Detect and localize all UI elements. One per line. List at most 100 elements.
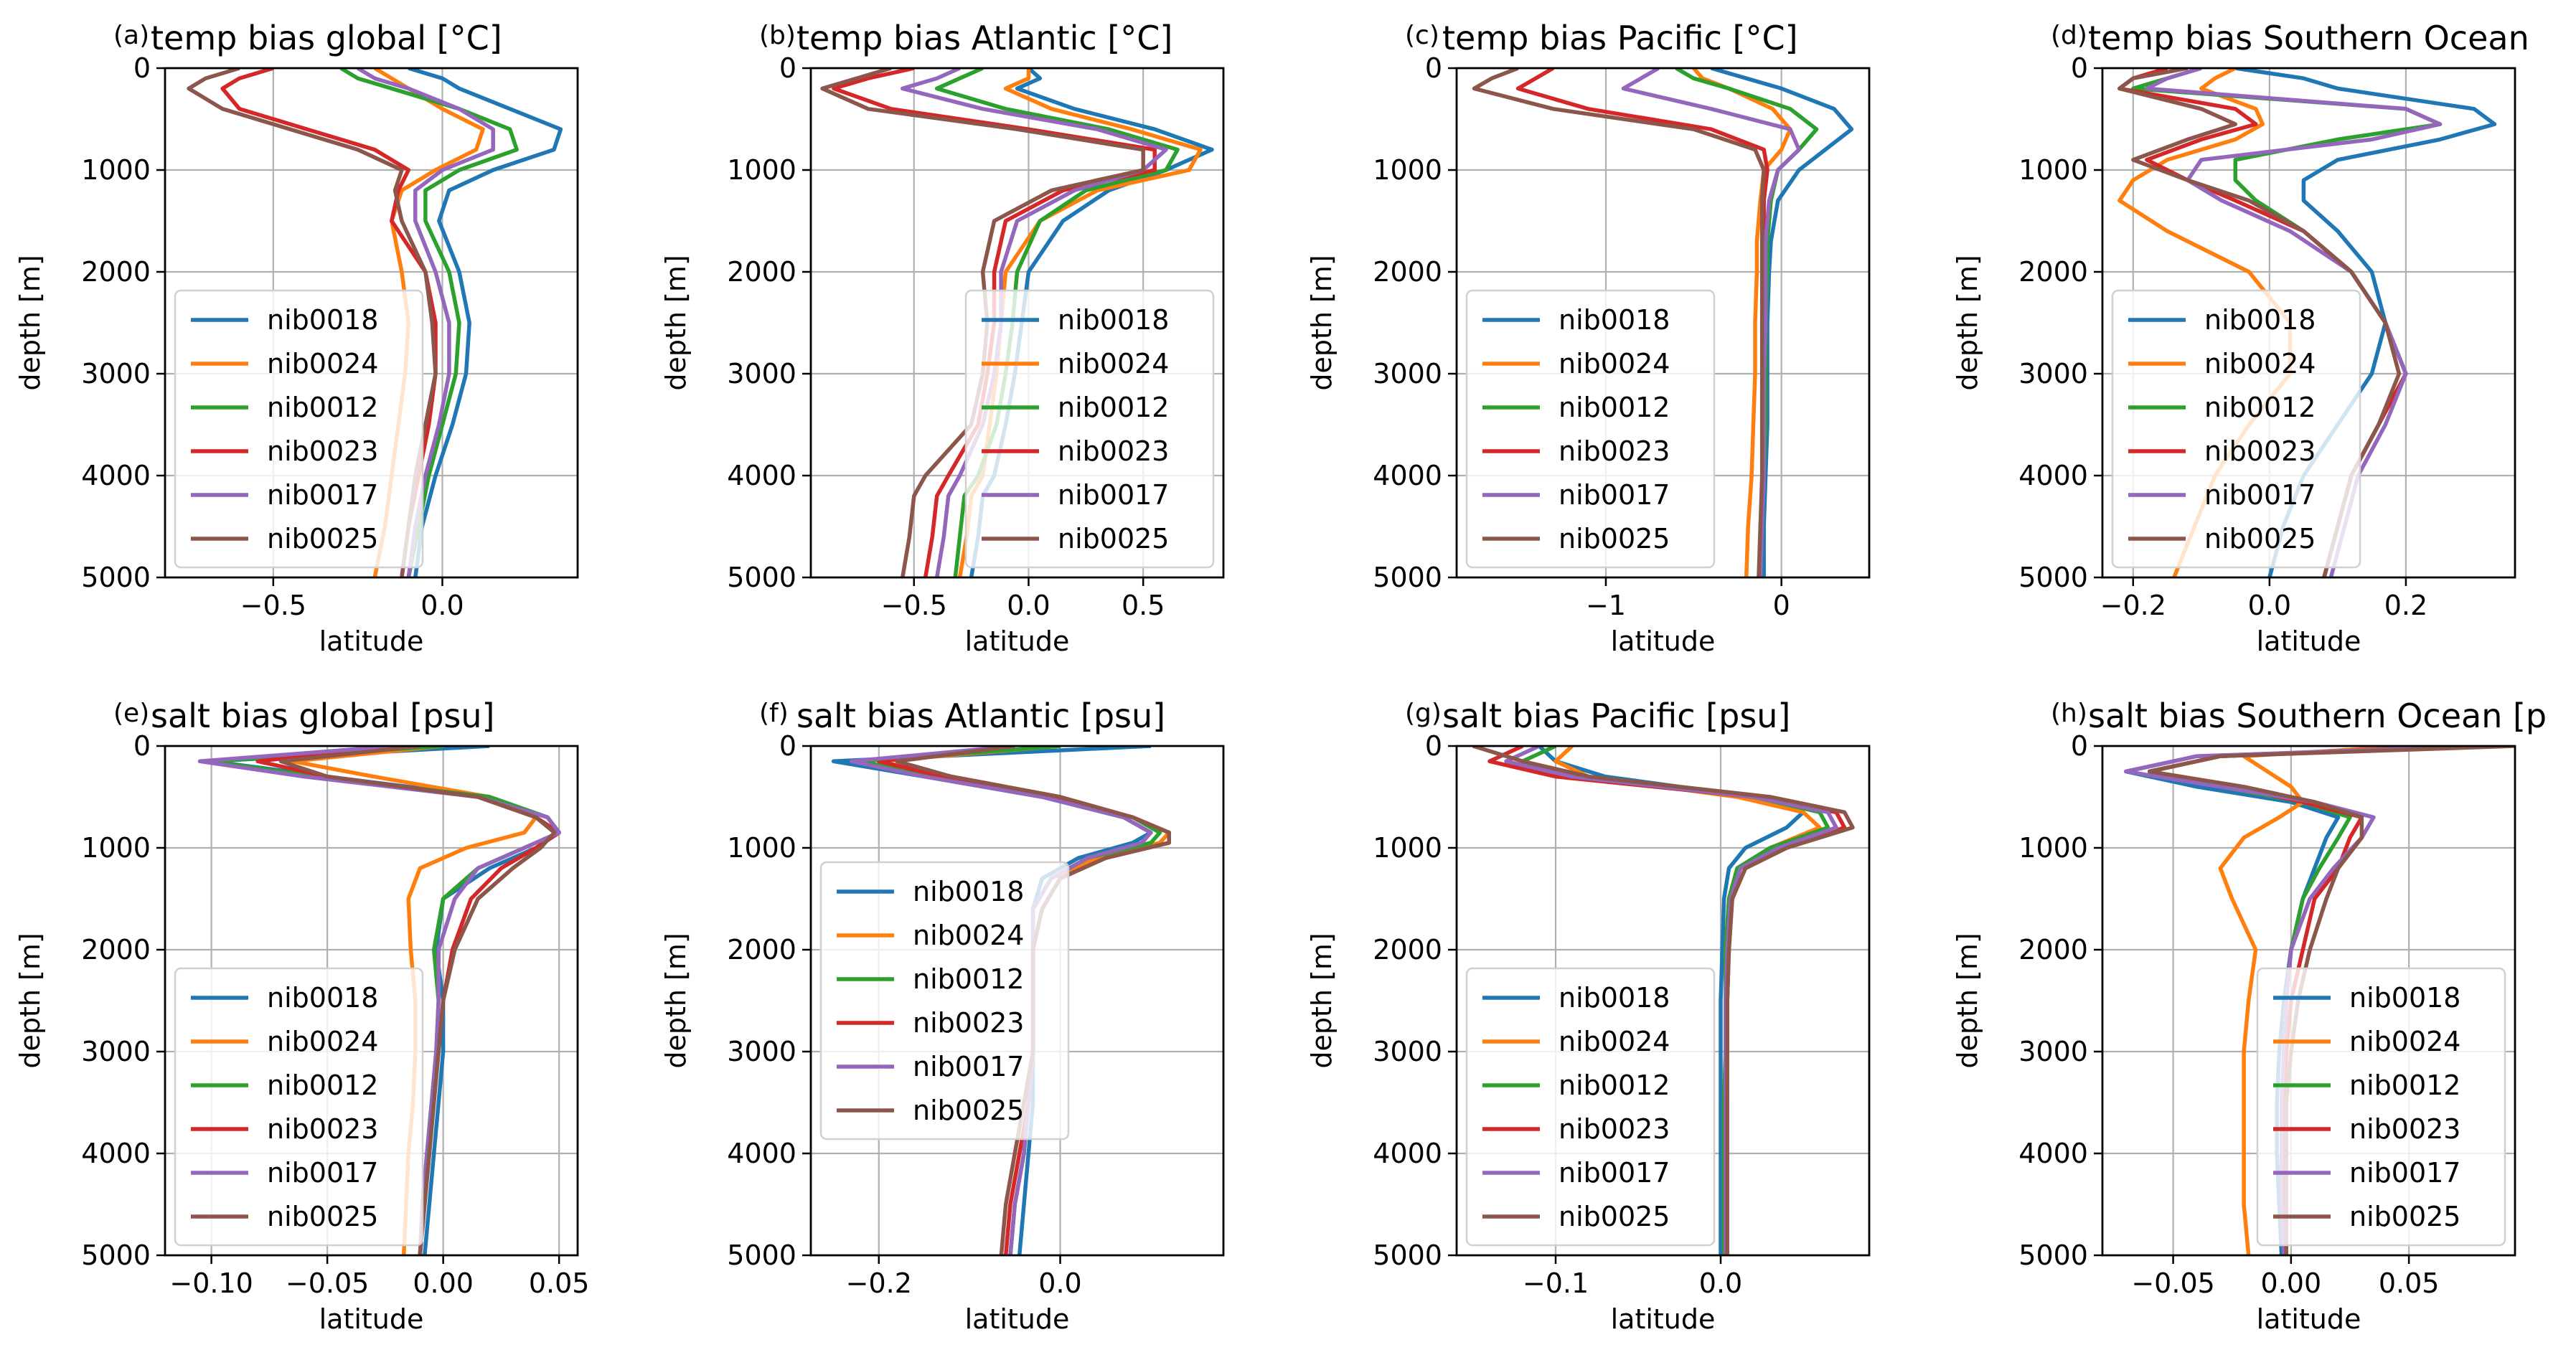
series-line-nib0023 <box>220 68 438 577</box>
y-tick-label: 4000 <box>1373 460 1442 491</box>
legend-label-nib0023: nib0023 <box>2204 435 2316 467</box>
legend-box <box>1465 289 1716 569</box>
panel-letter: (a) <box>113 21 149 50</box>
y-axis-label: depth [m] <box>1952 255 1983 390</box>
legend-label-nib0018: nib0018 <box>267 304 378 336</box>
panel-d: −0.2 0.0 0.2 0 1000 2000 3000 4000 5000 latitude d… <box>1952 19 2529 657</box>
x-axis-label: latitude <box>2257 625 2361 657</box>
series-line-nib0017 <box>901 68 1168 577</box>
legend-box <box>2256 967 2506 1247</box>
legend-label-nib0018: nib0018 <box>1559 982 1670 1014</box>
legend-label-nib0012: nib0012 <box>1559 392 1670 423</box>
panel-letter: (c) <box>1405 21 1439 50</box>
y-tick-label: 1000 <box>81 154 151 186</box>
panel-letter: (h) <box>2051 699 2087 728</box>
legend-label-nib0024: nib0024 <box>267 1026 378 1057</box>
panel-c: −1 0 0 1000 2000 3000 4000 5000 latitude depth [m… <box>1306 19 1871 657</box>
y-tick-label: 0 <box>779 730 796 762</box>
legend-label-nib0025: nib0025 <box>267 1201 378 1232</box>
y-tick-label: 4000 <box>81 1138 151 1169</box>
plot-frame <box>164 67 579 579</box>
legend-label-nib0023: nib0023 <box>2349 1113 2460 1145</box>
y-tick-label: 5000 <box>81 562 151 593</box>
y-tick-label: 4000 <box>81 460 151 491</box>
plot-frame <box>2101 745 2516 1257</box>
y-tick-label: 3000 <box>1373 1036 1442 1067</box>
legend-label-nib0012: nib0012 <box>267 392 378 423</box>
legend-label-nib0018: nib0018 <box>1559 304 1670 336</box>
x-tick-label: −0.10 <box>169 1267 253 1299</box>
panel-letter: (b) <box>759 21 796 50</box>
y-tick-label: 5000 <box>2018 1240 2088 1271</box>
x-axis-label: latitude <box>319 1303 424 1335</box>
panel-letter: (e) <box>113 699 149 728</box>
panel-title: salt bias Pacific [psu] <box>1442 697 1790 735</box>
legend-label-nib0024: nib0024 <box>913 920 1024 951</box>
x-tick-label: 0 <box>1773 590 1790 621</box>
y-tick-label: 3000 <box>727 358 796 389</box>
y-tick-label: 1000 <box>81 832 151 864</box>
y-tick-label: 3000 <box>2018 1036 2088 1067</box>
legend-label-nib0025: nib0025 <box>1559 1201 1670 1232</box>
panel-f: −0.2 0.0 0 1000 2000 3000 4000 5000 latitude dept… <box>660 697 1225 1335</box>
panel-e: −0.10 −0.05 0.00 0.05 0 1000 2000 3000 4000 5000 l… <box>14 697 589 1335</box>
y-tick-label: 5000 <box>727 562 796 593</box>
y-tick-label: 4000 <box>2018 460 2088 491</box>
legend-box <box>2111 289 2361 569</box>
plot-frame <box>1455 67 1871 579</box>
panel-letter: (g) <box>1405 699 1442 728</box>
panel-title: temp bias Pacific [°C] <box>1442 19 1798 57</box>
y-tick-label: 2000 <box>2018 256 2088 288</box>
y-tick-label: 3000 <box>2018 358 2088 389</box>
x-axis-label: latitude <box>1611 625 1716 657</box>
y-tick-label: 0 <box>1425 52 1442 84</box>
x-tick-label: −0.5 <box>881 590 947 621</box>
legend-label-nib0012: nib0012 <box>1559 1070 1670 1101</box>
plot-frame <box>1455 745 1871 1257</box>
x-tick-label: −0.5 <box>240 590 306 621</box>
y-tick-label: 5000 <box>1373 1240 1442 1271</box>
legend: nib0018 nib0024 nib0012 nib0023 nib0017 nib00… <box>174 289 424 569</box>
y-tick-label: 5000 <box>2018 562 2088 593</box>
panel-a: −0.5 0.0 0 1000 2000 3000 4000 5000 latitude dept… <box>14 19 579 657</box>
legend-label-nib0017: nib0017 <box>267 1157 378 1189</box>
y-tick-label: 0 <box>2071 730 2088 762</box>
legend-box <box>174 967 424 1247</box>
y-tick-label: 4000 <box>2018 1138 2088 1169</box>
legend-label-nib0025: nib0025 <box>1058 523 1169 554</box>
series-line-nib0017 <box>357 68 495 577</box>
series-line-nib0024 <box>1692 68 1792 577</box>
y-tick-label: 4000 <box>727 460 796 491</box>
y-tick-label: 3000 <box>81 358 151 389</box>
y-axis-label: depth [m] <box>660 255 692 390</box>
x-axis-label: latitude <box>2257 1303 2361 1335</box>
x-tick-label: 0.0 <box>420 590 464 621</box>
legend: nib0018 nib0024 nib0012 nib0023 nib0017 nib00… <box>1465 289 1716 569</box>
legend-label-nib0024: nib0024 <box>2204 348 2316 379</box>
panel-title: salt bias Southern Ocean [p <box>2088 697 2547 735</box>
legend-label-nib0017: nib0017 <box>2204 479 2316 511</box>
legend-label-nib0017: nib0017 <box>1559 479 1670 511</box>
x-axis-label: latitude <box>1611 1303 1716 1335</box>
y-tick-label: 2000 <box>81 256 151 288</box>
panel-letter: (d) <box>2051 21 2087 50</box>
panel-g: −0.1 0.0 0 1000 2000 3000 4000 5000 latitude dept… <box>1306 697 1871 1335</box>
x-tick-label: 0.05 <box>2379 1267 2440 1299</box>
y-tick-label: 5000 <box>727 1240 796 1271</box>
series-line-nib0025 <box>820 68 1145 577</box>
series-line-nib0025 <box>1472 68 1766 577</box>
legend-label-nib0012: nib0012 <box>267 1070 378 1101</box>
legend-label-nib0018: nib0018 <box>2349 982 2460 1014</box>
y-tick-label: 4000 <box>1373 1138 1442 1169</box>
legend-box <box>174 289 424 569</box>
y-tick-label: 2000 <box>81 934 151 966</box>
legend-label-nib0023: nib0023 <box>267 1113 378 1145</box>
x-axis-label: latitude <box>965 625 1070 657</box>
y-axis-label: depth [m] <box>14 255 46 390</box>
legend-label-nib0018: nib0018 <box>267 982 378 1014</box>
legend-label-nib0017: nib0017 <box>267 479 378 511</box>
legend-label-nib0023: nib0023 <box>267 435 378 467</box>
x-tick-label: −0.1 <box>1523 1267 1589 1299</box>
y-tick-label: 1000 <box>727 832 796 864</box>
legend-label-nib0017: nib0017 <box>1559 1157 1670 1189</box>
